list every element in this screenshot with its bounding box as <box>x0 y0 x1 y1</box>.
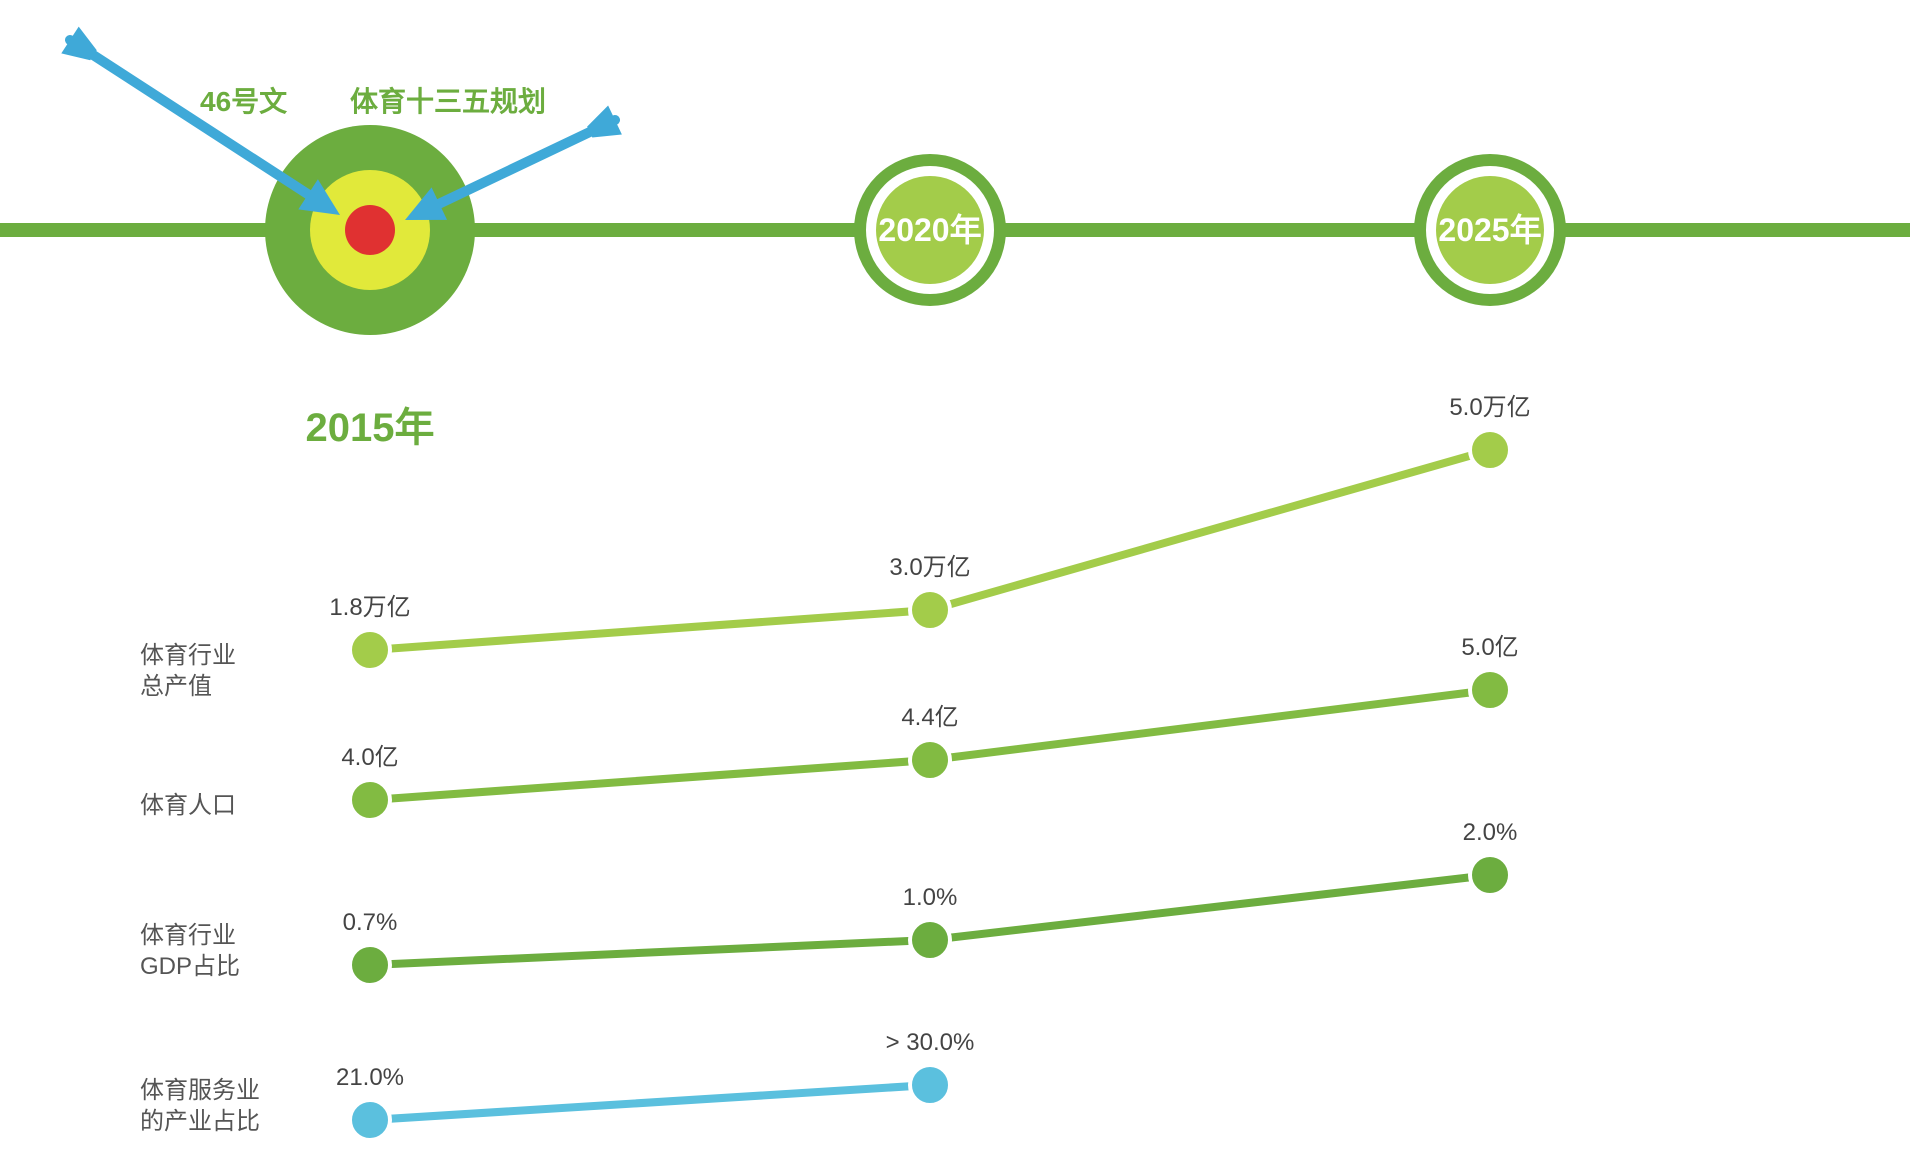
svg-text:0.7%: 0.7% <box>343 909 398 936</box>
svg-text:1.8万亿: 1.8万亿 <box>329 594 410 621</box>
svg-text:2020年: 2020年 <box>878 212 981 248</box>
infographic-canvas: 46号文 体育十三五规划 2015年 体育行业 总产值 体育人口 体育行业 GD… <box>0 0 1910 1158</box>
svg-text:3.0万亿: 3.0万亿 <box>889 554 970 581</box>
plot-svg: 2020年 2025年 1.8万亿 3.0万亿 5.0万亿 4.0亿 4.4亿 5.0亿 0.7… <box>0 0 1910 1158</box>
svg-text:> 30.0%: > 30.0% <box>886 1029 975 1056</box>
svg-text:21.0%: 21.0% <box>336 1064 404 1091</box>
svg-text:4.4亿: 4.4亿 <box>901 704 958 731</box>
svg-text:2025年: 2025年 <box>1438 212 1541 248</box>
svg-text:2.0%: 2.0% <box>1463 819 1518 846</box>
svg-text:5.0亿: 5.0亿 <box>1461 634 1518 661</box>
svg-text:5.0万亿: 5.0万亿 <box>1449 394 1530 421</box>
svg-text:1.0%: 1.0% <box>903 884 958 911</box>
svg-text:4.0亿: 4.0亿 <box>341 744 398 771</box>
